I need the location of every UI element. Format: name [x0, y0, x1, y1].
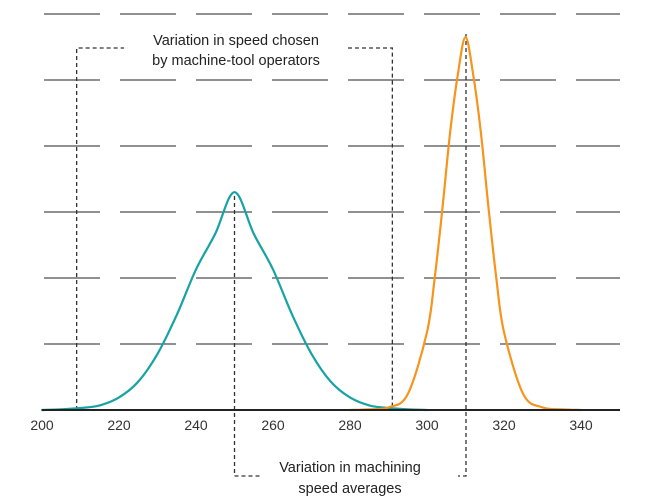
- grid-lines: [42, 13, 620, 345]
- operator-speed-bracket: [76, 47, 393, 410]
- series-curves: [40, 36, 583, 412]
- x-tick-label: 320: [492, 417, 516, 433]
- x-tick-label: 340: [569, 417, 593, 433]
- operator-speed-curve: [40, 191, 429, 412]
- annotation-labels: Variation in speed chosen by machine-tool…: [152, 33, 421, 497]
- x-tick-label: 240: [184, 417, 208, 433]
- x-tick-label: 220: [107, 417, 131, 433]
- annotation-brackets: [76, 34, 467, 477]
- x-tick-label: 200: [30, 417, 54, 433]
- x-tick-label: 280: [338, 417, 362, 433]
- x-tick-label: 300: [415, 417, 439, 433]
- average-speed-bracket: [233, 34, 467, 477]
- x-axis: 200 220 240 260 280 300 320 340: [30, 409, 620, 433]
- average-speed-curve: [348, 36, 583, 412]
- average-speed-label: Variation in machining: [279, 460, 421, 476]
- average-speed-label: speed averages: [298, 481, 401, 497]
- operator-speed-label: Variation in speed chosen: [153, 33, 319, 49]
- x-tick-label: 260: [261, 417, 285, 433]
- operator-speed-label: by machine-tool operators: [152, 53, 320, 69]
